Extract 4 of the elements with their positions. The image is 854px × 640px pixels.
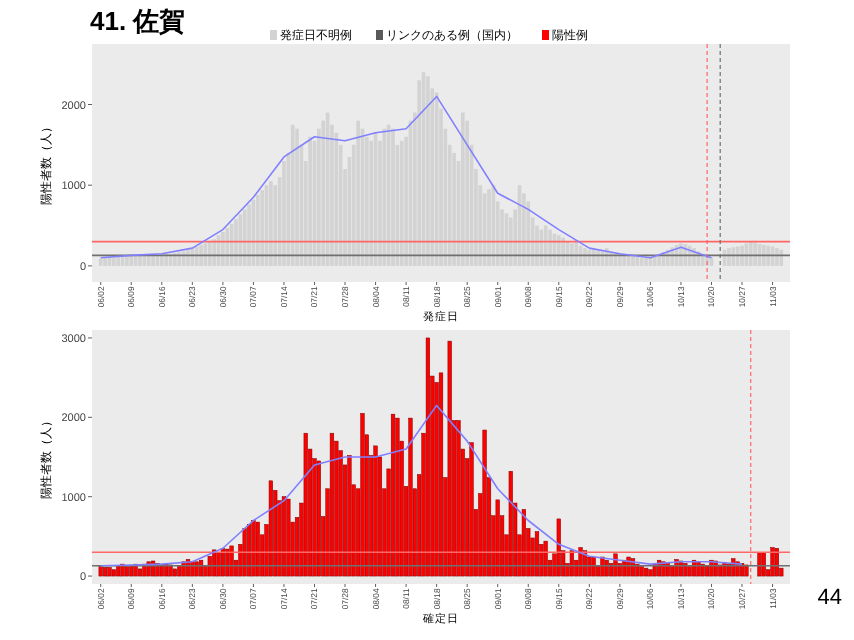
text: 44 [817,586,842,610]
line-series [99,404,743,567]
chart-title: 41. 佐賀 [90,6,186,36]
line-series [99,95,713,259]
